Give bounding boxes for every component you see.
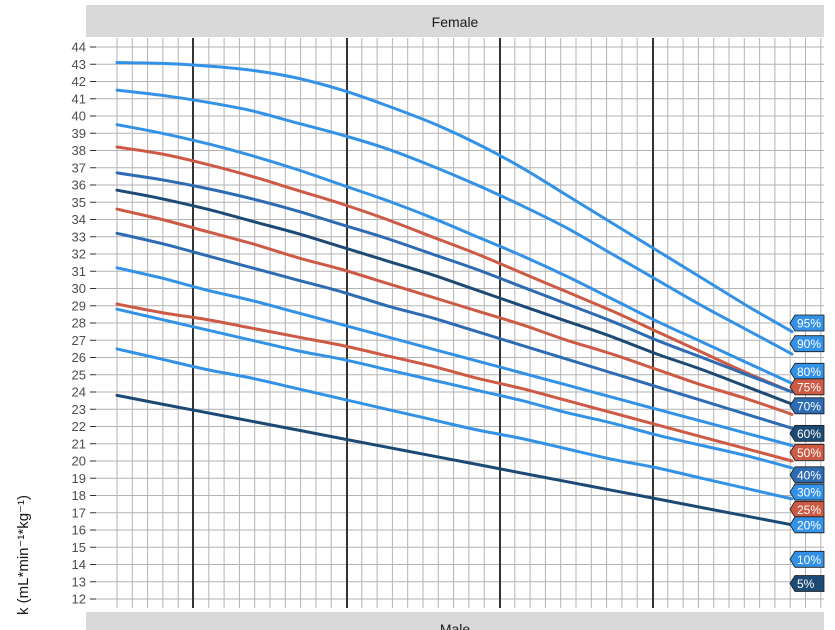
y-tick-label: 35 [72, 195, 86, 210]
series-lines [115, 61, 794, 527]
panel-strip-female [86, 5, 824, 37]
series-label-box [789, 550, 825, 568]
y-tick-label: 22 [72, 419, 86, 434]
series-line-95pct [115, 61, 794, 334]
series-label-box [789, 397, 825, 415]
series-line-75pct [115, 145, 794, 394]
series-line-50pct [115, 207, 794, 416]
series-label-text: 30% [797, 486, 821, 500]
y-tick-label: 38 [72, 143, 86, 158]
y-tick-label: 26 [72, 350, 86, 365]
series-label-text: 70% [797, 399, 821, 413]
y-tick-label: 33 [72, 229, 86, 244]
series-label-text: 80% [797, 365, 821, 379]
series-labels: 95% 90% 80%75% 70% 60% 50% 40% 30% 25%20% 10% 5% [789, 314, 825, 592]
series-label-40pct: 40% [789, 466, 825, 484]
series-label-box [789, 500, 825, 518]
series-label-box [789, 575, 825, 592]
series-line-20pct [115, 307, 794, 470]
series-line-30pct [115, 266, 794, 447]
y-tick-label: 41 [72, 91, 86, 106]
y-tick-label: 32 [72, 247, 86, 262]
y-axis-title: k (mL*min⁻¹*kg⁻¹) [15, 495, 32, 615]
y-tick-label: 13 [72, 574, 86, 589]
series-label-5pct: 5% [789, 575, 825, 592]
series-label-30pct: 30% [789, 483, 825, 501]
y-tick-label: 36 [72, 178, 86, 193]
y-tick-label: 44 [72, 40, 86, 55]
series-line-80pct [115, 123, 794, 385]
series-label-text: 90% [797, 337, 821, 351]
series-label-10pct: 10% [789, 550, 825, 568]
y-tick-label: 17 [72, 505, 86, 520]
series-label-text: 75% [797, 380, 821, 394]
series-label-box [789, 443, 825, 461]
y-tick-label: 18 [72, 488, 86, 503]
y-tick-label: 19 [72, 471, 86, 486]
series-label-text: 40% [797, 468, 821, 482]
series-line-25pct [115, 302, 794, 463]
series-line-90pct [115, 88, 794, 356]
series-label-90pct: 90% [789, 335, 825, 353]
y-tick-label: 14 [72, 557, 86, 572]
y-tick-label: 25 [72, 367, 86, 382]
series-line-10pct [115, 347, 794, 501]
series-label-60pct: 60% [789, 424, 825, 442]
series-line-70pct [115, 171, 794, 394]
y-axis: 12 13 14 15 16 17 18 19 20 21 22 23 24 25 26 27 28 29 30 31… [72, 40, 96, 607]
y-tick-label: 37 [72, 160, 86, 175]
series-label-text: 10% [797, 553, 821, 567]
series-label-text: 60% [797, 427, 821, 441]
y-tick-label: 28 [72, 316, 86, 331]
grid [96, 38, 824, 608]
y-tick-label: 24 [72, 385, 86, 400]
series-label-text: 95% [797, 317, 821, 331]
series-label-95pct: 95% [789, 314, 825, 332]
y-tick-label: 31 [72, 264, 86, 279]
series-label-text: 20% [797, 518, 821, 532]
y-tick-label: 23 [72, 402, 86, 417]
series-label-80pct: 80% [789, 362, 825, 380]
series-label-75pct: 75% [789, 378, 825, 396]
series-label-25pct: 25% [789, 500, 825, 518]
series-label-text: 25% [797, 503, 821, 517]
y-tick-label: 30 [72, 281, 86, 296]
y-tick-label: 27 [72, 333, 86, 348]
y-tick-label: 15 [72, 540, 86, 555]
series-line-60pct [115, 188, 794, 406]
series-label-50pct: 50% [789, 443, 825, 461]
panel-title-male: Male [440, 621, 471, 630]
y-tick-label: 40 [72, 109, 86, 124]
y-tick-label: 29 [72, 298, 86, 313]
y-tick-label: 20 [72, 454, 86, 469]
series-line-40pct [115, 231, 794, 430]
series-label-text: 5% [797, 577, 815, 591]
y-tick-label: 34 [72, 212, 86, 227]
series-label-box [789, 516, 825, 534]
series-label-box [789, 335, 825, 353]
series-label-box [789, 378, 825, 396]
y-tick-label: 39 [72, 126, 86, 141]
panel-title-female: Female [432, 14, 479, 30]
y-tick-label: 43 [72, 57, 86, 72]
series-line-5pct [115, 393, 794, 527]
series-label-box [789, 466, 825, 484]
y-tick-label: 42 [72, 74, 86, 89]
series-label-box [789, 483, 825, 501]
series-label-20pct: 20% [789, 516, 825, 534]
series-label-box [789, 424, 825, 442]
series-label-box [789, 314, 825, 332]
series-label-text: 50% [797, 446, 821, 460]
y-tick-label: 12 [72, 592, 86, 607]
y-tick-label: 21 [72, 436, 86, 451]
series-label-70pct: 70% [789, 397, 825, 415]
series-label-box [789, 362, 825, 380]
y-tick-label: 16 [72, 523, 86, 538]
panel-strip-male [86, 612, 824, 630]
